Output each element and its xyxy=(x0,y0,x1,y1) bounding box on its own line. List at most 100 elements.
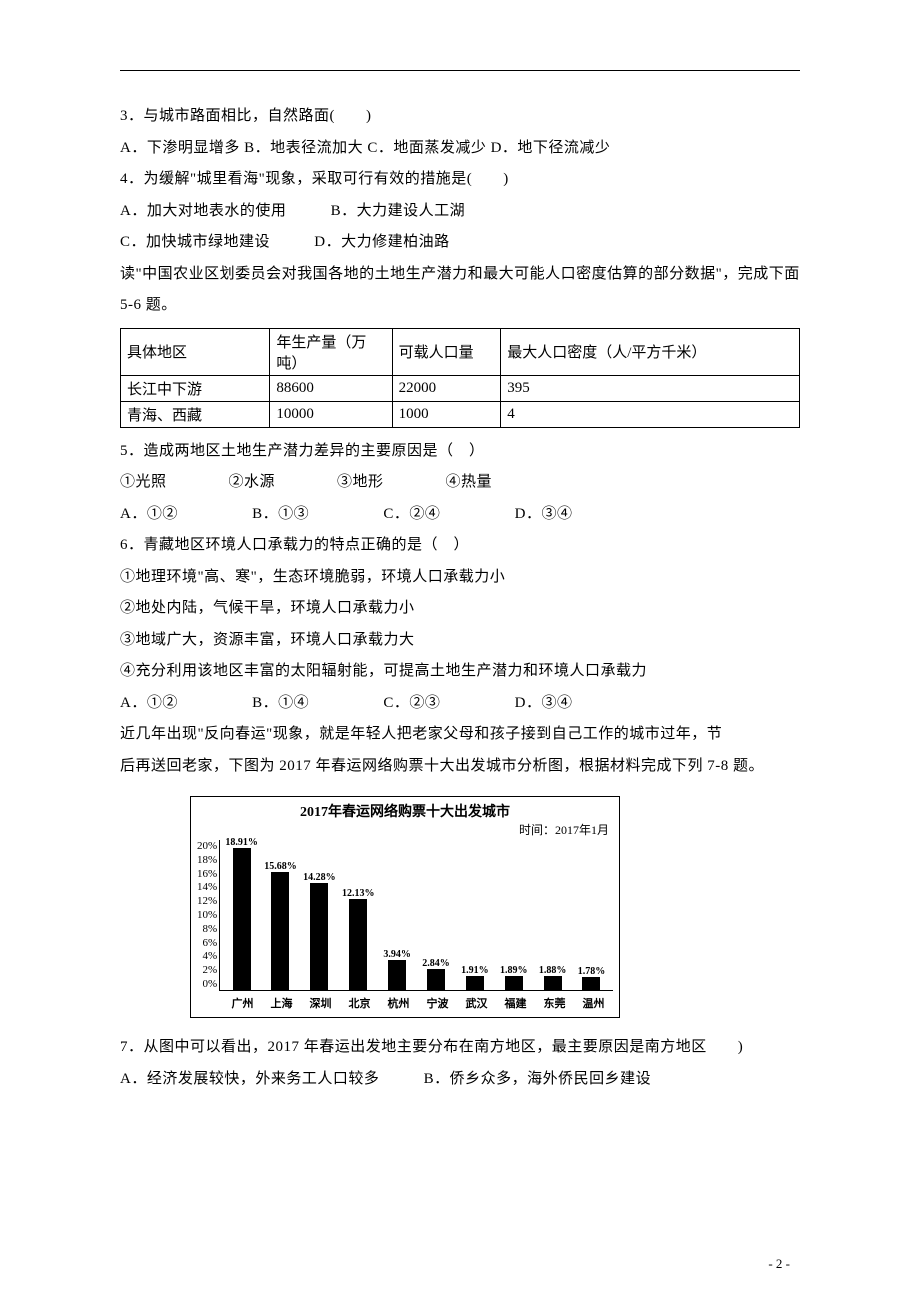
question-4-options-row2: C．加快城市绿地建设 D．大力修建柏油路 xyxy=(120,227,800,259)
top-rule xyxy=(120,70,800,71)
chart-ytick: 0% xyxy=(197,978,217,990)
question-5: 5．造成两地区土地生产潜力差异的主要原因是（ ） xyxy=(120,436,800,468)
chart-xlabel: 北京 xyxy=(347,995,373,1011)
chart-bar-value: 1.91% xyxy=(461,965,489,976)
chart-bar-value: 15.68% xyxy=(264,861,297,872)
table-row: 长江中下游 88600 22000 395 xyxy=(121,375,800,401)
intro-7-8-b: 后再送回老家，下图为 2017 年春运网络购票十大出发城市分析图，根据材料完成下… xyxy=(120,751,800,783)
chart-xlabel: 宁波 xyxy=(425,995,451,1011)
q7-opt-a: A．经济发展较快，外来务工人口较多 xyxy=(120,1064,379,1096)
q6-line4: ④充分利用该地区丰富的太阳辐射能，可提高土地生产潜力和环境人口承载力 xyxy=(120,656,800,688)
chart-bar-value: 1.89% xyxy=(500,965,528,976)
chart-bar: 18.91% xyxy=(233,848,251,990)
chart-xlabel: 深圳 xyxy=(308,995,334,1011)
question-7: 7．从图中可以看出，2017 年春运出发地主要分布在南方地区，最主要原因是南方地… xyxy=(120,1032,800,1064)
table-col-0: 具体地区 xyxy=(121,328,270,375)
chart-xlabel: 福建 xyxy=(503,995,529,1011)
chart-xlabel: 杭州 xyxy=(386,995,412,1011)
chart-bar-value: 1.88% xyxy=(539,965,567,976)
q5-opt-c: C．②④ xyxy=(383,499,440,531)
chart-bar-value: 12.13% xyxy=(342,888,375,899)
chart-ytick: 20% xyxy=(197,840,217,852)
chart-ytick: 12% xyxy=(197,895,217,907)
chart-bar: 14.28% xyxy=(310,883,328,990)
table-cell: 4 xyxy=(501,401,800,427)
question-5-options: A．①② B．①③ C．②④ D．③④ xyxy=(120,499,800,531)
q6-line2: ②地处内陆，气候干旱，环境人口承载力小 xyxy=(120,593,800,625)
bar-chart: 2017年春运网络购票十大出发城市 时间：2017年1月 20%18%16%14… xyxy=(190,796,620,1018)
chart-bar: 1.88% xyxy=(544,976,562,990)
chart-y-axis: 20% 18% 16%14% 12% 10% 8% 6%4% 2% 0% xyxy=(197,840,219,990)
table-row: 青海、西藏 10000 1000 4 xyxy=(121,401,800,427)
question-4-options-row1: A．加大对地表水的使用 B．大力建设人工湖 xyxy=(120,196,800,228)
q6-opt-b: B．①④ xyxy=(252,688,309,720)
table-cell: 395 xyxy=(501,375,800,401)
table-col-3: 最大人口密度（人/平方千米） xyxy=(501,328,800,375)
table-col-2: 可载人口量 xyxy=(392,328,501,375)
question-5-items: ①光照 ②水源 ③地形 ④热量 xyxy=(120,467,800,499)
chart-bar: 1.89% xyxy=(505,976,523,990)
chart-bar: 12.13% xyxy=(349,899,367,990)
q4-opt-a: A．加大对地表水的使用 xyxy=(120,196,286,228)
q4-opt-b: B．大力建设人工湖 xyxy=(331,196,466,228)
document-page: 3．与城市路面相比，自然路面( ) A．下渗明显增多 B．地表径流加大 C．地面… xyxy=(0,0,920,1302)
q6-line1: ①地理环境"高、寒"，生态环境脆弱，环境人口承载力小 xyxy=(120,562,800,594)
chart-ytick: 2% xyxy=(197,964,217,976)
table-cell: 22000 xyxy=(392,375,501,401)
q5-opt-b: B．①③ xyxy=(252,499,309,531)
chart-bar: 2.84% xyxy=(427,969,445,990)
table-cell: 10000 xyxy=(270,401,392,427)
chart-xlabel: 武汉 xyxy=(464,995,490,1011)
chart-plot: 18.91%15.68%14.28%12.13%3.94%2.84%1.91%1… xyxy=(219,840,613,991)
q4-opt-d: D．大力修建柏油路 xyxy=(314,227,449,259)
q6-opt-c: C．②③ xyxy=(383,688,440,720)
table-cell: 青海、西藏 xyxy=(121,401,270,427)
question-6: 6．青藏地区环境人口承载力的特点正确的是（ ） xyxy=(120,530,800,562)
chart-ytick: 4% xyxy=(197,950,217,962)
chart-xlabel: 东莞 xyxy=(542,995,568,1011)
q7-opt-b: B．侨乡众多，海外侨民回乡建设 xyxy=(424,1064,652,1096)
page-number: - 2 - xyxy=(768,1256,790,1272)
q6-opt-a: A．①② xyxy=(120,688,178,720)
chart-ytick: 14% xyxy=(197,881,217,893)
question-3: 3．与城市路面相比，自然路面( ) xyxy=(120,101,800,133)
table-cell: 1000 xyxy=(392,401,501,427)
chart-ytick: 8% xyxy=(197,923,217,935)
chart-xlabel: 温州 xyxy=(581,995,607,1011)
question-6-options: A．①② B．①④ C．②③ D．③④ xyxy=(120,688,800,720)
question-4: 4．为缓解"城里看海"现象，采取可行有效的措施是( ) xyxy=(120,164,800,196)
q5-opt-d: D．③④ xyxy=(515,499,573,531)
chart-ytick: 6% xyxy=(197,937,217,949)
intro-5-6: 读"中国农业区划委员会对我国各地的土地生产潜力和最大可能人口密度估算的部分数据"… xyxy=(120,259,800,322)
chart-ytick: 10% xyxy=(197,909,217,921)
chart-bar: 1.91% xyxy=(466,976,484,990)
chart-bar-value: 18.91% xyxy=(225,837,258,848)
chart-body: 20% 18% 16%14% 12% 10% 8% 6%4% 2% 0% 18.91% 15.68… xyxy=(191,840,619,993)
chart-bar: 3.94% xyxy=(388,960,406,990)
table-col-1: 年生产量（万吨） xyxy=(270,328,392,375)
chart-bar: 15.68% xyxy=(271,872,289,990)
data-table: 具体地区 年生产量（万吨） 可载人口量 最大人口密度（人/平方千米） 长江中下游… xyxy=(120,328,800,428)
chart-xlabel: 上海 xyxy=(269,995,295,1011)
chart-ytick: 16% xyxy=(197,868,217,880)
table-header-row: 具体地区 年生产量（万吨） 可载人口量 最大人口密度（人/平方千米） xyxy=(121,328,800,375)
chart-bar-value: 1.78% xyxy=(578,966,606,977)
q6-opt-d: D．③④ xyxy=(515,688,573,720)
chart-ytick: 18% xyxy=(197,854,217,866)
chart-bars: 18.91%15.68%14.28%12.13%3.94%2.84%1.91%1… xyxy=(220,840,613,990)
question-3-options: A．下渗明显增多 B．地表径流加大 C．地面蒸发减少 D．地下径流减少 xyxy=(120,133,800,165)
table-cell: 长江中下游 xyxy=(121,375,270,401)
chart-bar-value: 2.84% xyxy=(422,958,450,969)
chart-bar-value: 3.94% xyxy=(383,949,411,960)
chart-bar: 1.78% xyxy=(582,977,600,990)
q5-opt-a: A．①② xyxy=(120,499,178,531)
chart-bar-value: 14.28% xyxy=(303,872,336,883)
chart-title: 2017年春运网络购票十大出发城市 xyxy=(191,797,619,821)
q4-opt-c: C．加快城市绿地建设 xyxy=(120,227,270,259)
chart-x-labels: 广州上海深圳北京杭州宁波武汉福建东莞温州 xyxy=(191,993,619,1017)
table-cell: 88600 xyxy=(270,375,392,401)
intro-7-8-a: 近几年出现"反向春运"现象，就是年轻人把老家父母和孩子接到自己工作的城市过年，节 xyxy=(120,719,800,751)
chart-xlabel: 广州 xyxy=(230,995,256,1011)
question-7-options: A．经济发展较快，外来务工人口较多 B．侨乡众多，海外侨民回乡建设 xyxy=(120,1064,800,1096)
q6-line3: ③地域广大，资源丰富，环境人口承载力大 xyxy=(120,625,800,657)
